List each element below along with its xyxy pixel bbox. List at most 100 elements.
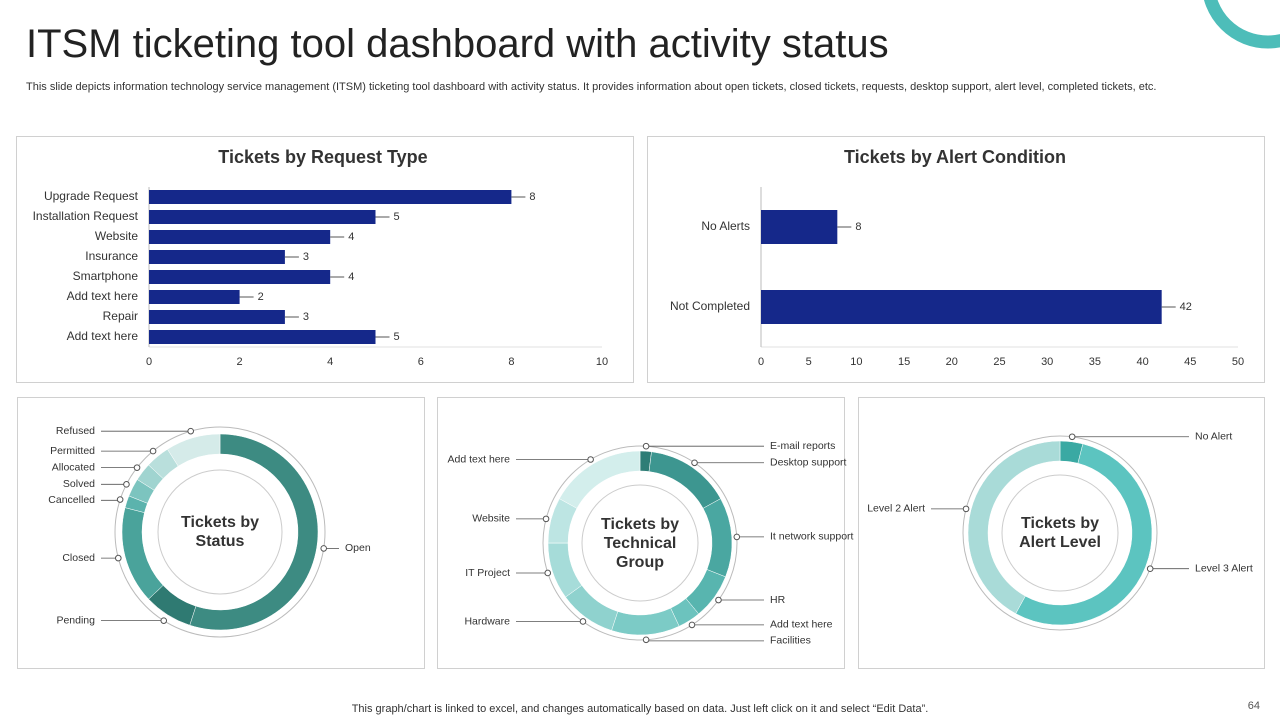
category-label: Repair: [103, 309, 138, 323]
x-tick-label: 25: [993, 356, 1005, 368]
x-tick-label: 0: [146, 356, 152, 368]
bar: [149, 270, 331, 284]
label-marker: [114, 554, 122, 562]
x-tick-label: 6: [418, 356, 424, 368]
x-tick-label: 20: [946, 356, 958, 368]
bar: [149, 230, 331, 244]
outer-ring: [542, 445, 738, 641]
segment-label: No Alert: [1195, 431, 1232, 443]
category-label: Website: [95, 229, 138, 243]
decor-arc: [1203, 0, 1280, 49]
segment-label: Permitted: [50, 445, 95, 457]
inner-ring: [581, 484, 699, 602]
segment-label: Add text here: [770, 619, 833, 631]
category-label: Add text here: [67, 329, 139, 343]
bar: [149, 290, 240, 304]
value-label: 4: [348, 271, 354, 283]
donut-segment: [967, 440, 1061, 614]
value-label: 2: [258, 291, 264, 303]
segment-label: Open: [345, 542, 371, 554]
bar: [149, 210, 376, 224]
bar: [761, 210, 838, 244]
chart-title: Tickets by Status: [181, 514, 259, 550]
label-marker: [544, 569, 552, 577]
bar: [761, 290, 1162, 324]
label-marker: [715, 596, 722, 604]
label-marker: [187, 427, 195, 435]
donut-segment: [167, 433, 221, 467]
inner-ring: [1001, 474, 1119, 592]
bar: [149, 250, 285, 264]
label-marker: [1146, 565, 1154, 573]
label-marker: [1068, 433, 1076, 441]
segment-label: Level 3 Alert: [1195, 562, 1253, 574]
label-marker: [160, 617, 168, 624]
bar: [149, 330, 376, 344]
donut-segment: [559, 450, 641, 509]
category-label: Upgrade Request: [44, 189, 139, 203]
x-tick-label: 40: [1136, 356, 1148, 368]
label-marker: [691, 459, 698, 467]
x-tick-label: 5: [806, 356, 812, 368]
donut-segment: [189, 433, 319, 631]
value-label: 8: [529, 191, 535, 203]
chart-title: Tickets by Request Type: [218, 147, 427, 167]
segment-label: Closed: [62, 552, 95, 564]
x-tick-label: 10: [596, 356, 608, 368]
segment-label: Level 2 Alert: [867, 503, 925, 515]
label-marker: [542, 515, 550, 523]
segment-label: IT Project: [465, 567, 510, 579]
value-label: 5: [394, 331, 400, 343]
segment-label: Solved: [63, 478, 95, 490]
category-label: No Alerts: [701, 219, 750, 233]
category-label: Smartphone: [73, 269, 139, 283]
label-marker: [733, 533, 741, 541]
x-tick-label: 30: [1041, 356, 1053, 368]
panel: [437, 397, 845, 669]
segment-label: E-mail reports: [770, 440, 835, 452]
category-label: Add text here: [67, 289, 139, 303]
category-label: Not Completed: [670, 299, 750, 313]
value-label: 5: [394, 211, 400, 223]
segment-label: Pending: [56, 614, 95, 626]
footer-note: This graph/chart is linked to excel, and…: [351, 703, 929, 715]
label-marker: [133, 464, 141, 471]
label-marker: [688, 621, 696, 629]
outer-ring: [962, 435, 1158, 631]
slide-title: ITSM ticketing tool dashboard with activ…: [26, 22, 889, 66]
x-tick-label: 2: [237, 356, 243, 368]
label-marker: [642, 442, 650, 450]
segment-label: Cancelled: [48, 494, 95, 506]
x-tick-label: 45: [1184, 356, 1196, 368]
label-marker: [123, 481, 130, 488]
segment-label: Facilities: [770, 635, 811, 647]
page-number: 64: [1247, 700, 1260, 712]
panel: [647, 136, 1265, 383]
value-label: 3: [303, 311, 309, 323]
value-label: 8: [855, 221, 861, 233]
value-label: 3: [303, 251, 309, 263]
value-label: 42: [1180, 301, 1192, 313]
label-marker: [149, 447, 157, 455]
segment-label: Website: [472, 513, 510, 525]
label-marker: [587, 456, 594, 463]
segment-label: Allocated: [52, 461, 95, 473]
inner-ring: [157, 469, 283, 595]
x-tick-label: 15: [898, 356, 910, 368]
label-marker: [579, 618, 587, 625]
segment-label: HR: [770, 594, 786, 606]
segment-label: Refused: [56, 425, 95, 437]
label-marker: [320, 545, 328, 552]
x-tick-label: 8: [508, 356, 514, 368]
label-marker: [642, 636, 650, 644]
category-label: Insurance: [85, 249, 138, 263]
chart-title: Tickets by Alert Level: [1019, 515, 1101, 551]
x-tick-label: 4: [327, 356, 333, 368]
bar: [149, 190, 512, 204]
x-tick-label: 10: [850, 356, 862, 368]
label-marker: [116, 496, 124, 503]
slide-subtitle: This slide depicts information technolog…: [26, 81, 1157, 93]
category-label: Installation Request: [33, 209, 139, 223]
